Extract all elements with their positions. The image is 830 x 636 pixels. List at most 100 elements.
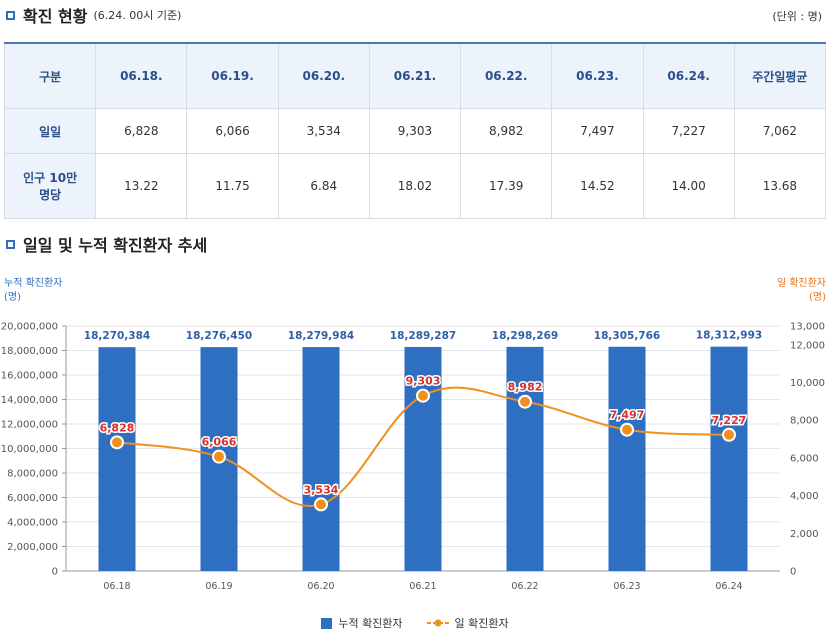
point-value-label: 7,227 — [712, 414, 747, 427]
bar-cumulative — [608, 346, 646, 571]
right-tick-label: 2,000 — [790, 529, 819, 540]
table-cell: 14.52 — [551, 153, 644, 219]
trend-chart: 20,000,000 18,000,000 16,000,000 14,000,000… — [1, 322, 825, 593]
section-header-trend: 일일 및 누적 확진환자 추세 — [6, 232, 207, 256]
table-cell: 6,828 — [95, 108, 188, 154]
bar-value-label: 18,279,984 — [288, 330, 354, 342]
row-label: 인구 10만명당 — [3, 153, 97, 219]
point-daily — [722, 427, 736, 442]
row-label: 일일 — [3, 108, 97, 154]
header-date: 06.21. — [368, 42, 462, 109]
legend-label: 누적 확진환자 — [338, 617, 403, 630]
table-cell: 8,982 — [460, 108, 553, 154]
legend-item-daily[interactable]: 일 확진환자 — [426, 615, 509, 631]
x-tick-label: 06.24 — [715, 581, 742, 592]
section-subtitle: (6.24. 00시 기준) — [93, 9, 182, 22]
bar-cumulative — [302, 347, 340, 571]
bar-value-label: 18,298,269 — [492, 330, 558, 342]
right-axis-unit: (명) — [808, 292, 826, 303]
header-weekly-avg: 주간일평균 — [733, 42, 827, 109]
table-cell: 7,227 — [642, 108, 735, 154]
header-category: 구분 — [3, 42, 97, 109]
chart-legend: 누적 확진환자 일 확진환자 — [0, 615, 830, 631]
bar-value-label: 18,312,993 — [696, 330, 762, 342]
bar-cumulative — [404, 346, 442, 571]
x-tick-label: 06.22 — [511, 581, 538, 592]
legend-label: 일 확진환자 — [454, 617, 509, 630]
header-date: 06.19. — [186, 42, 279, 109]
left-tick-label: 12,000,000 — [1, 420, 58, 431]
left-tick-label: 18,000,000 — [1, 346, 58, 357]
header-date: 06.18. — [95, 42, 188, 109]
left-tick-label: 8,000,000 — [7, 469, 58, 480]
table-row: 인구 10만명당 13.22 11.75 6.84 18.02 17.39 14… — [3, 153, 827, 219]
left-tick-label: 6,000,000 — [7, 493, 58, 504]
header-date: 06.23. — [551, 42, 644, 109]
left-tick-label: 10,000,000 — [1, 444, 58, 455]
bar-cumulative — [506, 346, 544, 571]
point-daily — [314, 497, 328, 512]
table-row: 일일 6,828 6,066 3,534 9,303 8,982 7,497 7… — [3, 108, 827, 154]
unit-label: (단위 : 명) — [772, 10, 822, 23]
bar-value-label: 18,289,287 — [390, 330, 456, 342]
left-tick-label: 0 — [52, 567, 58, 578]
right-axis-title: 일 확진환자 (명) — [777, 277, 826, 305]
left-tick-label: 2,000,000 — [7, 542, 58, 553]
left-axis-unit: (명) — [4, 292, 22, 303]
point-value-label: 7,497 — [610, 409, 645, 422]
status-table: 구분 06.18. 06.19. 06.20. 06.21. 06.22. 06… — [3, 42, 827, 219]
section-bullet-icon — [6, 239, 15, 249]
right-tick-label: 4,000 — [790, 491, 819, 502]
table-cell: 6,066 — [186, 108, 279, 154]
bar-value-label: 18,276,450 — [186, 330, 252, 342]
point-daily — [110, 435, 124, 450]
right-axis-name: 일 확진환자 — [776, 278, 826, 289]
x-tick-label: 06.21 — [409, 581, 436, 592]
bar-cumulative — [710, 346, 748, 571]
bar-cumulative — [98, 347, 136, 571]
right-tick-label: 10,000 — [790, 378, 825, 389]
section-header-status: 확진 현황 (6.24. 00시 기준) — [6, 3, 181, 27]
table-cell: 13.22 — [95, 153, 188, 219]
point-daily — [416, 388, 430, 403]
point-value-label: 6,828 — [100, 421, 135, 434]
table-cell: 6.84 — [277, 153, 370, 219]
table-cell: 17.39 — [460, 153, 553, 219]
point-value-label: 3,534 — [304, 483, 339, 496]
bar-value-label: 18,305,766 — [594, 330, 660, 342]
legend-line-swatch — [426, 619, 449, 627]
x-tick-label: 06.18 — [103, 581, 130, 592]
table-cell: 9,303 — [368, 108, 462, 154]
right-tick-label: 8,000 — [790, 416, 819, 427]
section-title: 일일 및 누적 확진환자 추세 — [23, 236, 208, 255]
left-tick-label: 4,000,000 — [7, 518, 58, 529]
left-axis-title: 누적 확진환자 (명) — [4, 277, 62, 305]
table-cell-avg: 7,062 — [733, 108, 827, 154]
header-date: 06.24. — [642, 42, 735, 109]
point-value-label: 8,982 — [508, 381, 543, 394]
legend-item-cumulative[interactable]: 누적 확진환자 — [321, 615, 403, 631]
table-cell: 3,534 — [277, 108, 370, 154]
x-tick-label: 06.20 — [307, 581, 334, 592]
left-axis-name: 누적 확진환자 — [4, 278, 63, 289]
right-tick-label: 0 — [790, 567, 796, 578]
left-tick-label: 14,000,000 — [1, 395, 58, 406]
point-daily — [212, 449, 226, 464]
table-cell: 11.75 — [186, 153, 279, 219]
legend-bar-swatch — [321, 617, 333, 629]
right-tick-label: 12,000 — [790, 340, 825, 351]
section-bullet-icon — [6, 10, 15, 20]
x-tick-label: 06.23 — [613, 581, 640, 592]
header-date: 06.22. — [460, 42, 553, 109]
bar-value-label: 18,270,384 — [84, 330, 150, 342]
left-tick-label: 16,000,000 — [1, 371, 58, 382]
table-cell-avg: 13.68 — [733, 153, 827, 219]
right-tick-label: 6,000 — [790, 453, 819, 464]
x-tick-label: 06.19 — [205, 581, 232, 592]
point-value-label: 9,303 — [406, 375, 441, 388]
point-daily — [518, 394, 532, 409]
section-title: 확진 현황 — [23, 7, 88, 26]
table-cell: 14.00 — [642, 153, 735, 219]
table-cell: 18.02 — [368, 153, 462, 219]
table-header-row: 구분 06.18. 06.19. 06.20. 06.21. 06.22. 06… — [3, 42, 827, 109]
